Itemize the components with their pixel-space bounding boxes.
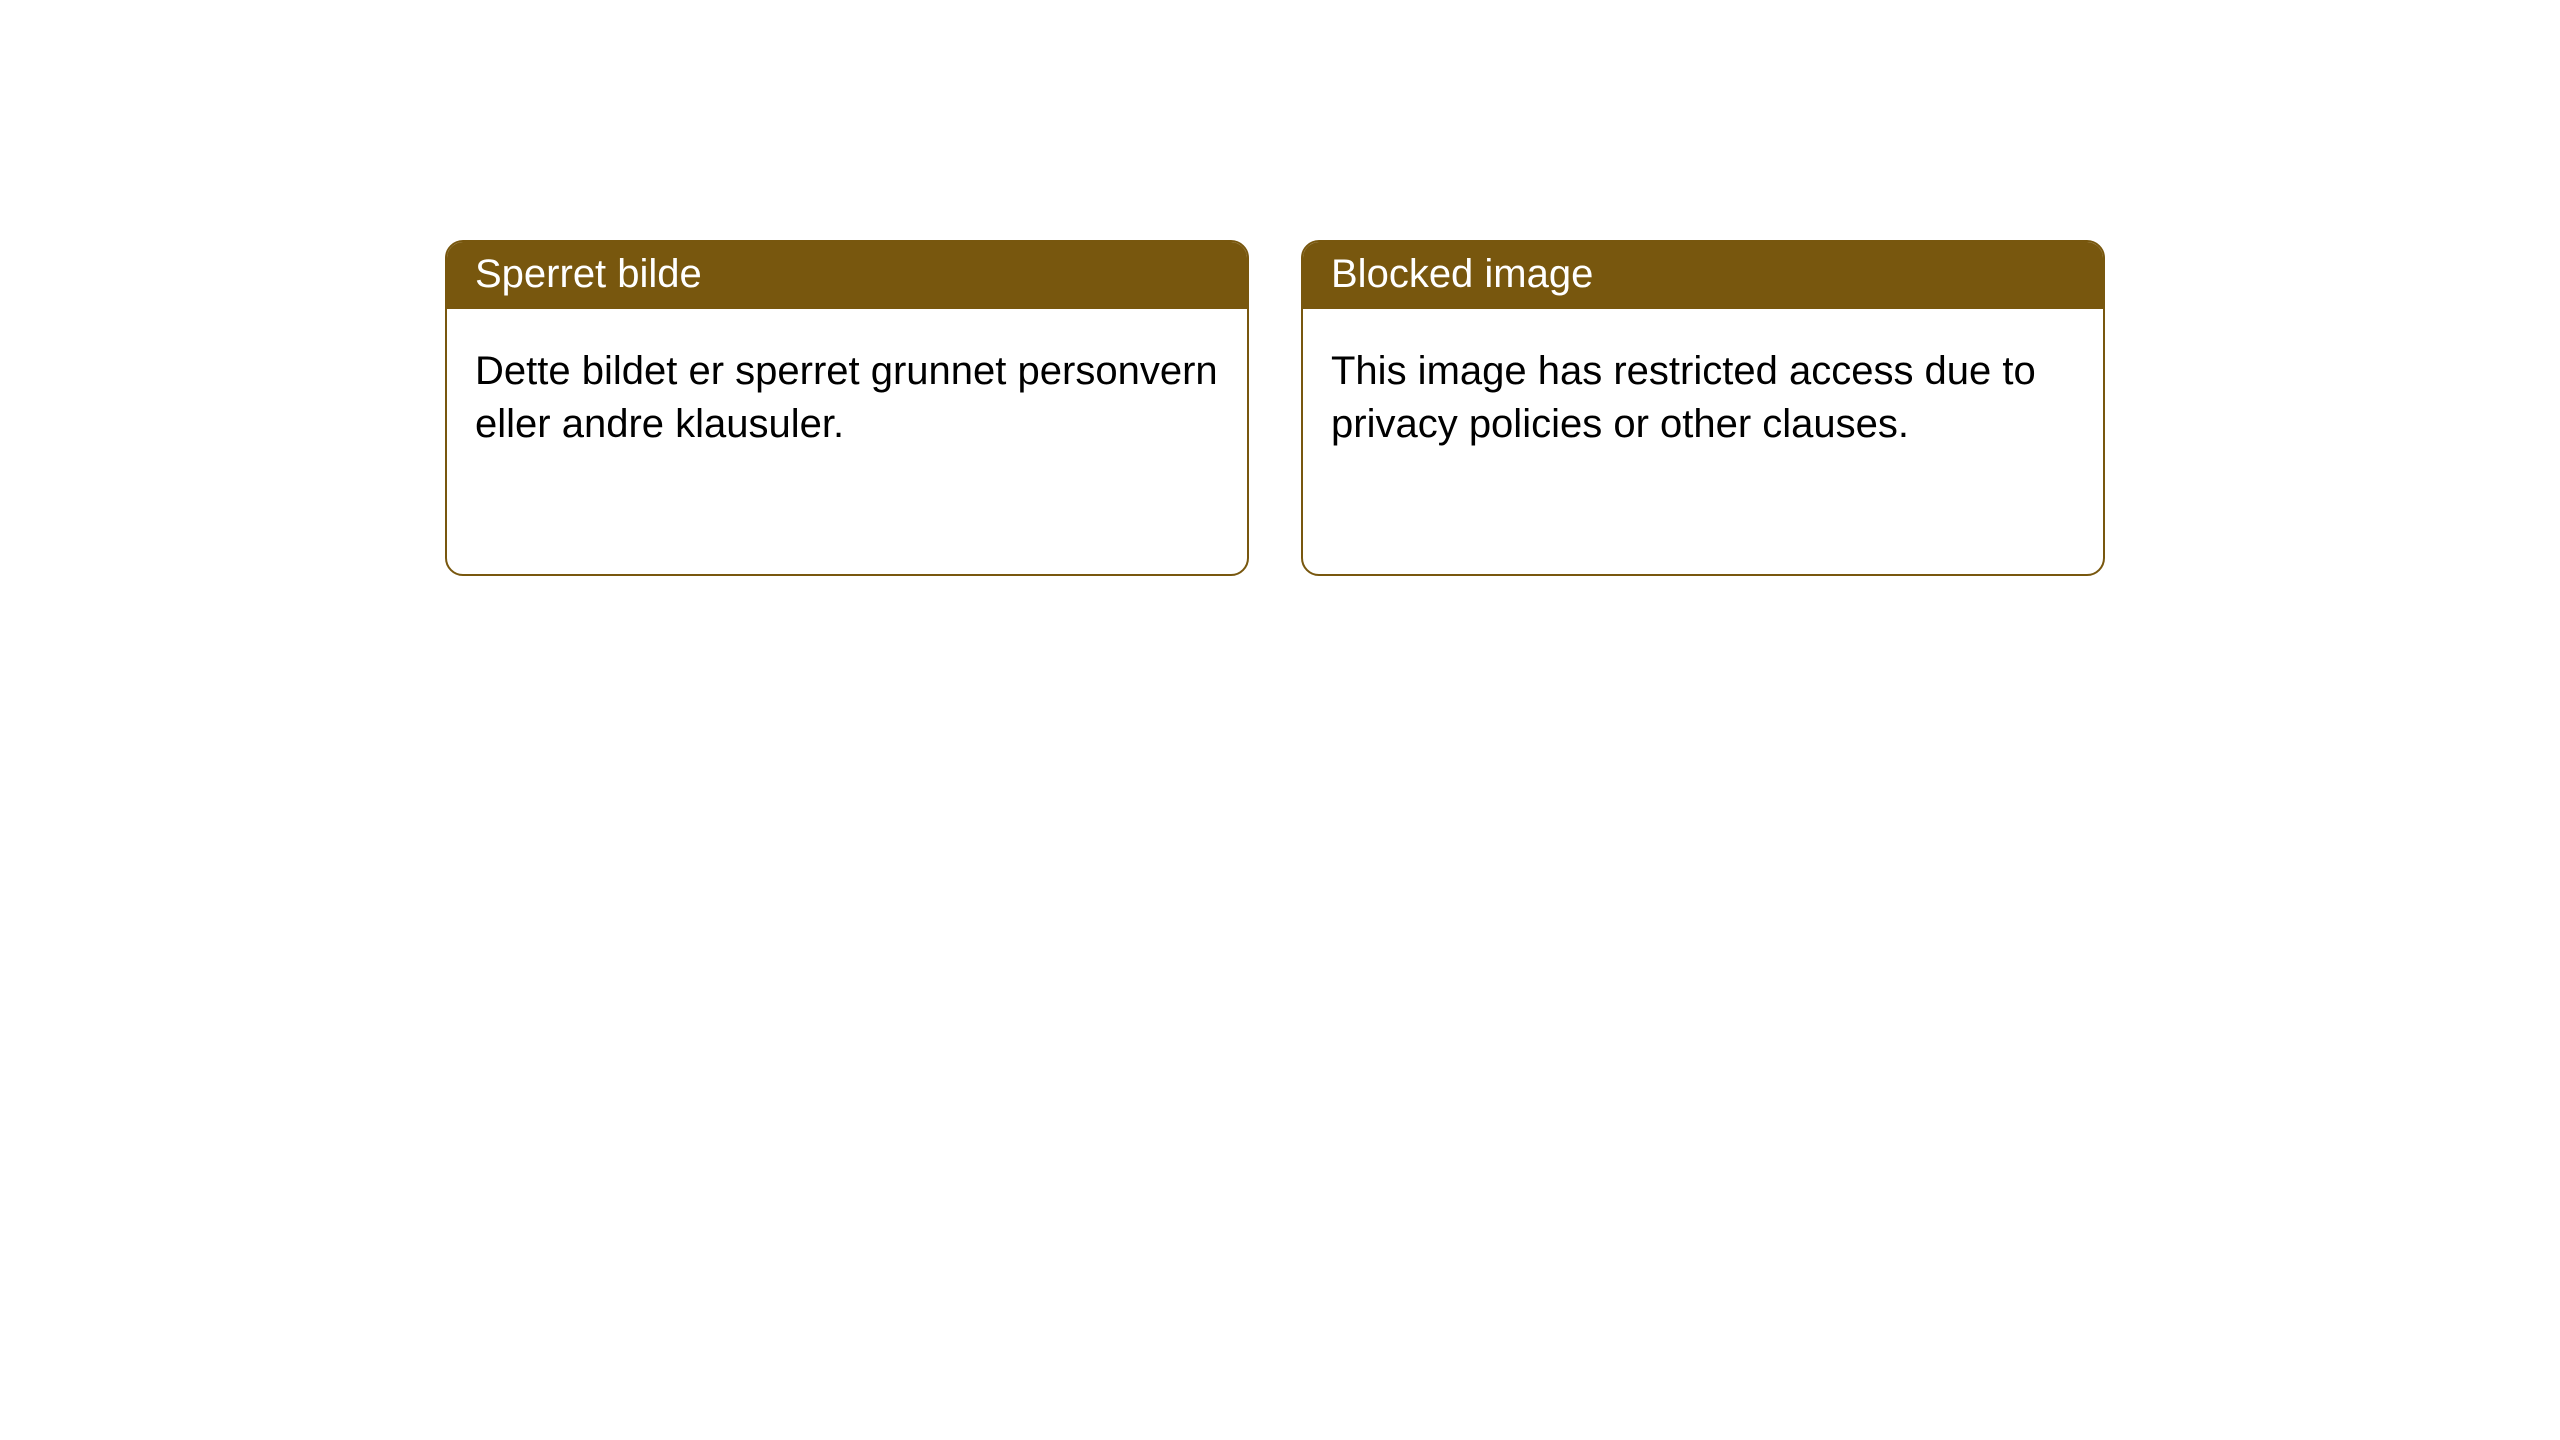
card-title: Sperret bilde xyxy=(475,252,702,296)
card-english: Blocked image This image has restricted … xyxy=(1301,240,2105,576)
card-title: Blocked image xyxy=(1331,252,1593,296)
card-header-norwegian: Sperret bilde xyxy=(447,242,1247,309)
cards-container: Sperret bilde Dette bildet er sperret gr… xyxy=(0,0,2560,576)
card-body-norwegian: Dette bildet er sperret grunnet personve… xyxy=(447,309,1247,479)
card-header-english: Blocked image xyxy=(1303,242,2103,309)
card-norwegian: Sperret bilde Dette bildet er sperret gr… xyxy=(445,240,1249,576)
card-body-english: This image has restricted access due to … xyxy=(1303,309,2103,479)
card-message: Dette bildet er sperret grunnet personve… xyxy=(475,349,1218,446)
card-message: This image has restricted access due to … xyxy=(1331,349,2036,446)
